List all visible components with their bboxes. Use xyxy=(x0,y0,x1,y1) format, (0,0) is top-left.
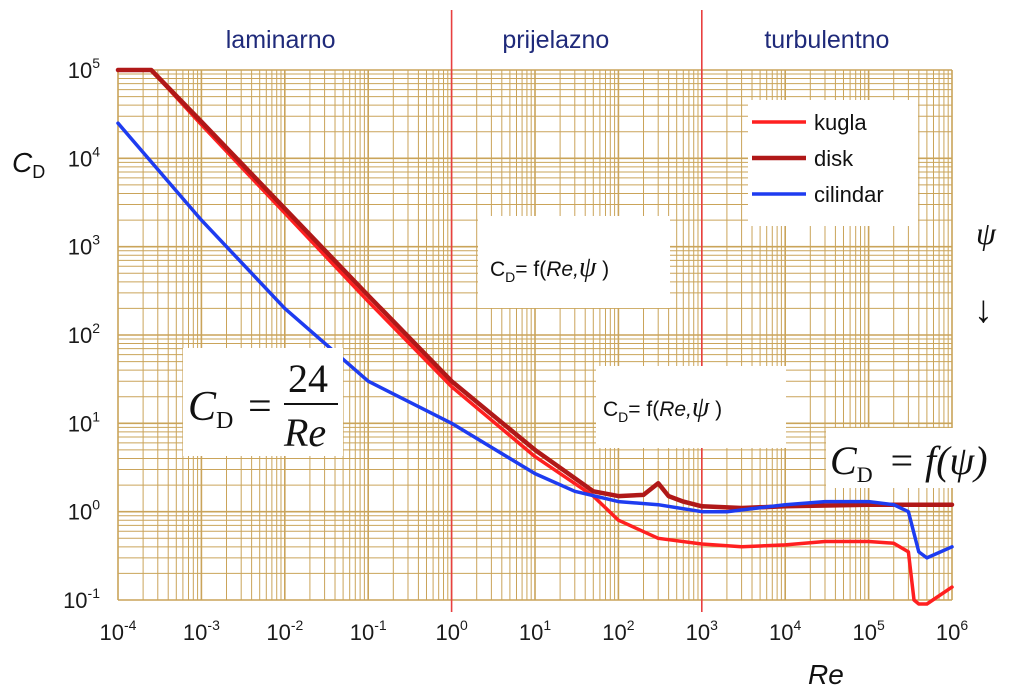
x-tick-label: 103 xyxy=(686,617,718,645)
series-line-kugla xyxy=(116,68,954,606)
y-tick-label: 10-1 xyxy=(63,585,100,613)
y-tick-label: 102 xyxy=(68,320,100,348)
x-tick-label: 104 xyxy=(769,617,801,645)
stokes-numerator: 24 xyxy=(288,356,328,401)
formula-box-bg xyxy=(596,366,786,448)
x-tick-label: 10-2 xyxy=(266,617,303,645)
x-tick-label: 100 xyxy=(435,617,467,645)
x-tick-label: 102 xyxy=(602,617,634,645)
y-tick-label: 105 xyxy=(68,55,100,83)
down-arrow-icon: ↓ xyxy=(974,289,993,331)
regime-boundaries xyxy=(450,10,703,612)
series-line-cilindar xyxy=(116,121,954,560)
x-tick-label: 105 xyxy=(852,617,884,645)
x-tick-label: 10-3 xyxy=(183,617,220,645)
stokes-equation-bg xyxy=(183,348,343,456)
y-axis-label: CD xyxy=(12,147,45,182)
regime-label: laminarno xyxy=(226,26,336,54)
formula-box-bg xyxy=(478,216,670,308)
x-tick-label: 10-4 xyxy=(100,617,137,645)
legend: kugla disk cilindar xyxy=(748,100,918,226)
psi-equation: CD = f(ψ) xyxy=(826,428,1012,488)
x-tick-label: 10-1 xyxy=(350,617,387,645)
y-tick-label: 104 xyxy=(68,143,100,171)
psi-symbol: ψ xyxy=(976,215,997,251)
stokes-lhs: CD xyxy=(188,384,233,434)
psi-equation-bg xyxy=(826,428,1012,488)
formula-box-1: CD= f(Re,ψ ) xyxy=(478,216,670,308)
stokes-equals: = xyxy=(248,384,272,430)
x-tick-labels: 10-4 10-3 10-2 10-1 100 101 102 103 104 105 106 xyxy=(100,617,969,645)
psi-eq-rhs: = f(ψ) xyxy=(888,438,988,483)
x-axis-label: Re xyxy=(808,659,844,690)
y-tick-label: 103 xyxy=(68,232,100,260)
legend-label: cilindar xyxy=(814,182,884,207)
y-tick-label: 100 xyxy=(68,497,100,525)
x-tick-label: 101 xyxy=(519,617,551,645)
formula-text: CD= f(Re,ψ ) xyxy=(603,392,722,425)
legend-label: kugla xyxy=(814,110,867,135)
formula-box-2: CD= f(Re,ψ ) xyxy=(596,366,786,448)
legend-label: disk xyxy=(814,146,854,171)
series-lines xyxy=(115,67,955,606)
regime-label: turbulentno xyxy=(764,26,889,54)
regime-labels: laminarno prijelazno turbulentno xyxy=(226,26,890,54)
x-tick-label: 106 xyxy=(936,617,968,645)
stokes-denominator: Re xyxy=(283,410,326,455)
stokes-equation: CD = 24 Re xyxy=(183,348,343,456)
y-tick-labels: 10-1 100 101 102 103 104 105 xyxy=(63,55,100,613)
y-tick-label: 101 xyxy=(68,408,100,436)
formula-text: CD= f(Re,ψ ) xyxy=(490,252,609,285)
psi-eq-lhs: CD xyxy=(830,438,873,487)
regime-label: prijelazno xyxy=(502,26,609,54)
